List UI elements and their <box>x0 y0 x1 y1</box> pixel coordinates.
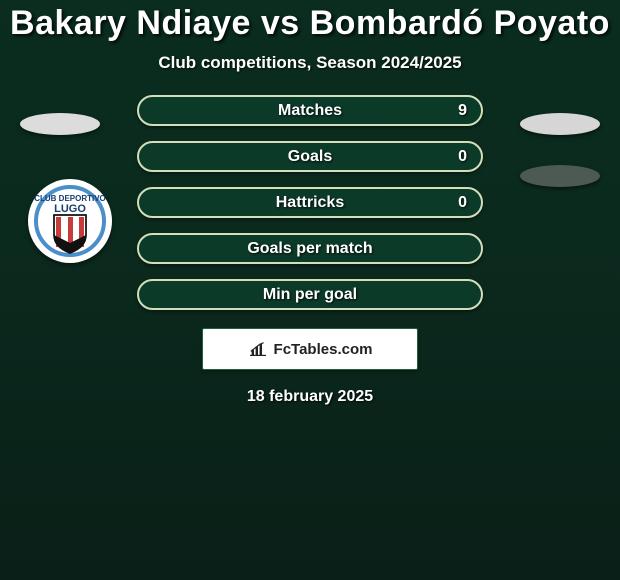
bar-chart-icon <box>248 341 268 357</box>
page-subtitle: Club competitions, Season 2024/2025 <box>0 53 620 73</box>
footer-brand-text: FcTables.com <box>274 341 373 358</box>
date-text: 18 february 2025 <box>0 388 620 406</box>
stat-label: Matches <box>278 102 342 120</box>
stat-pill-goals-per-match: Goals per match <box>137 233 483 264</box>
stat-label: Goals <box>288 148 332 166</box>
stat-value-right: 0 <box>458 194 467 212</box>
page-title: Bakary Ndiaye vs Bombardó Poyato <box>0 4 620 43</box>
stat-label: Min per goal <box>263 286 357 304</box>
lugo-crest-icon: CLUB DEPORTIVO LUGO <box>34 185 106 257</box>
player-right-placeholder-oval-1 <box>520 113 600 135</box>
footer-brand-badge: FcTables.com <box>202 328 418 370</box>
crest-name-text: LUGO <box>54 203 86 215</box>
stat-pill-goals: Goals 0 <box>137 141 483 172</box>
stat-value-right: 9 <box>458 102 467 120</box>
stat-label: Goals per match <box>247 240 372 258</box>
stat-pill-hattricks: Hattricks 0 <box>137 187 483 218</box>
player-right-placeholder-oval-2 <box>520 165 600 187</box>
content-wrapper: Bakary Ndiaye vs Bombardó Poyato Club co… <box>0 0 620 406</box>
stat-pill-min-per-goal: Min per goal <box>137 279 483 310</box>
crest-top-text: CLUB DEPORTIVO <box>34 194 106 203</box>
club-crest: CLUB DEPORTIVO LUGO <box>28 179 112 263</box>
stat-pill-column: Matches 9 Goals 0 Hattricks 0 Goals per … <box>137 95 483 310</box>
player-left-placeholder-oval <box>20 113 100 135</box>
stat-label: Hattricks <box>276 194 344 212</box>
stat-value-right: 0 <box>458 148 467 166</box>
stats-area: CLUB DEPORTIVO LUGO Matches 9 <box>0 95 620 406</box>
stat-pill-matches: Matches 9 <box>137 95 483 126</box>
